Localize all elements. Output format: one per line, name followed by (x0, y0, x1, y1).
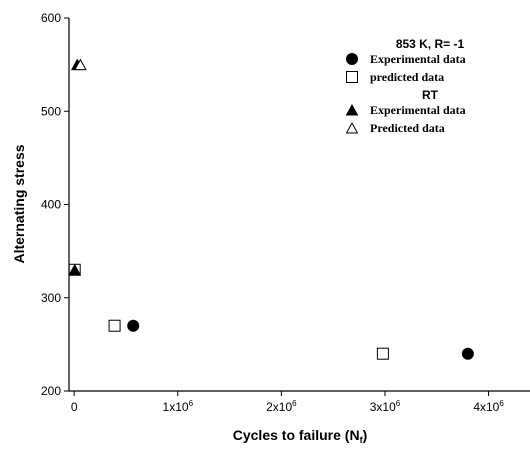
legend-marker-1 (346, 71, 358, 83)
legend-group-title: RT (422, 88, 439, 102)
x-axis-title-sub: f (360, 435, 364, 445)
x-tick-label: 4x106 (473, 399, 504, 414)
point-series-3 (74, 58, 87, 71)
x-tick-label: 1x106 (163, 399, 194, 414)
x-axis-title-end: ) (363, 427, 368, 443)
y-tick-label: 200 (41, 384, 61, 398)
point-series-1 (108, 319, 121, 332)
legend-entry-label: Experimental data (370, 103, 466, 117)
legend-marker-2 (345, 104, 359, 116)
y-axis-title: Alternating stress (11, 144, 27, 263)
x-tick-label: 0 (71, 400, 78, 414)
legend-entry-label: predicted data (370, 70, 444, 84)
point-series-2 (68, 263, 82, 276)
legend-marker-3 (345, 122, 359, 134)
point-series-0 (127, 319, 140, 332)
x-axis-title-main: Cycles to failure (N (233, 427, 360, 443)
legend-group-title: 853 K, R= -1 (396, 37, 465, 51)
x-tick-label: 3x106 (370, 399, 401, 414)
point-series-1 (376, 347, 389, 360)
x-axis-title: Cycles to failure (Nf) (233, 427, 368, 445)
legend-entry-label: Experimental data (370, 52, 466, 66)
y-tick-label: 500 (41, 104, 61, 118)
y-tick-label: 600 (41, 11, 61, 25)
point-series-0 (461, 347, 474, 360)
legend-entry-label: Predicted data (370, 121, 445, 135)
legend-marker-0 (346, 53, 358, 65)
x-tick-label: 2x106 (266, 399, 297, 414)
y-tick-label: 400 (41, 198, 61, 212)
y-tick-label: 300 (41, 291, 61, 305)
